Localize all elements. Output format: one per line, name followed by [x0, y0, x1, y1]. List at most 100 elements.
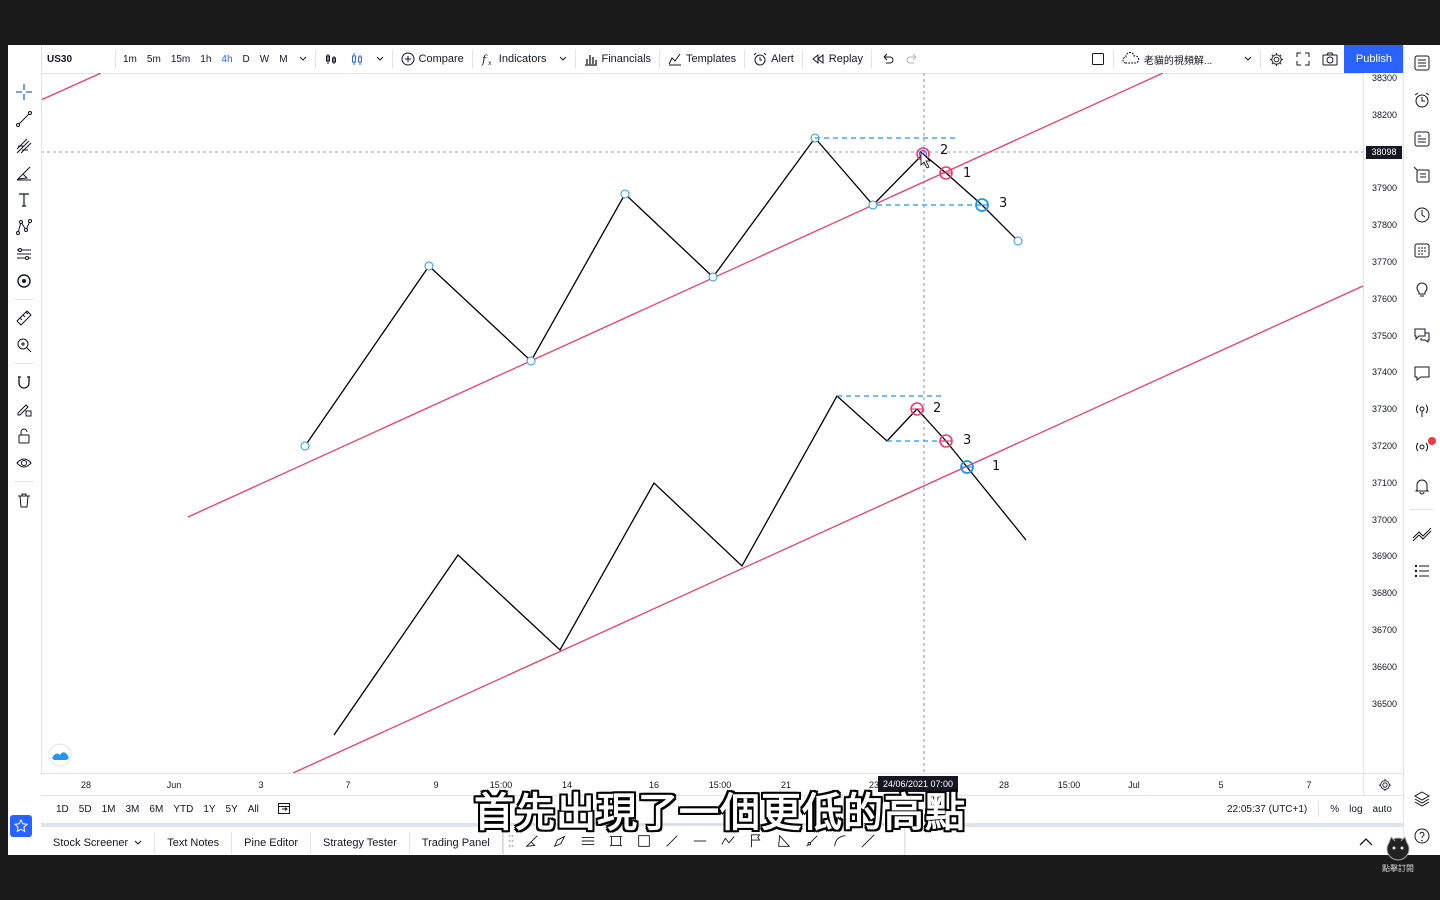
parallel-channel-quick-tool[interactable] [574, 827, 602, 855]
trendline-top-left[interactable] [41, 73, 102, 101]
save-layout-button[interactable]: 老貓的視頻解... [1116, 45, 1238, 73]
range-ytd[interactable]: YTD [173, 803, 194, 815]
bar-style-icon[interactable] [318, 45, 344, 73]
range-5y[interactable]: 5Y [225, 803, 238, 815]
interval-m[interactable]: M [279, 53, 288, 65]
clock-timezone[interactable]: 22:05:37 (UTC+1) [1226, 803, 1308, 815]
interval-w[interactable]: W [259, 53, 270, 65]
zoom-tool[interactable] [13, 334, 35, 356]
rectangle-quick-tool[interactable] [630, 827, 658, 855]
zigzag-upper[interactable] [304, 136, 1019, 447]
pattern-tool[interactable] [13, 216, 35, 238]
settings-button[interactable] [1263, 45, 1290, 73]
interval-15m[interactable]: 15m [170, 53, 191, 65]
triangle-quick-tool[interactable] [770, 827, 798, 855]
range-5d[interactable]: 5D [78, 803, 92, 815]
hide-drawings-tool[interactable] [13, 452, 35, 474]
news-button[interactable] [1410, 238, 1434, 262]
notifications-button[interactable] [1410, 474, 1434, 498]
interval-d[interactable]: D [242, 53, 250, 65]
price-axis[interactable]: 3830038200380003790037800377003760037500… [1363, 73, 1405, 773]
alert-button[interactable]: Alert [747, 45, 800, 73]
horizontal-line-quick-tool[interactable] [686, 827, 714, 855]
marker-lower-3[interactable]: 3 [939, 433, 971, 448]
percent-scale-toggle[interactable]: % [1330, 803, 1340, 815]
snapshot-button[interactable] [1316, 45, 1344, 73]
text-tool[interactable] [13, 189, 35, 211]
brush-quick-tool[interactable] [518, 827, 546, 855]
crosshair-tool[interactable] [13, 81, 35, 103]
range-1y[interactable]: 1Y [203, 803, 216, 815]
symbol-search[interactable]: US30 [47, 53, 73, 65]
highlighter-quick-tool[interactable] [546, 827, 574, 855]
redo-button[interactable] [900, 45, 926, 73]
range-3m[interactable]: 3M [125, 803, 140, 815]
time-axis[interactable]: 28 Jun 3 7 9 15:00 14 16 15:00 21 23 28 15:00 Jul 5 7 24… [41, 773, 1363, 796]
marker-lower-2[interactable]: 2 [910, 401, 941, 416]
range-1m[interactable]: 1M [101, 803, 116, 815]
icons-tool[interactable] [13, 270, 35, 292]
chats-button[interactable] [1410, 323, 1434, 347]
arc-quick-tool[interactable] [826, 827, 854, 855]
replay-button[interactable]: Replay [805, 45, 869, 73]
tab-text-notes[interactable]: Text Notes [155, 832, 233, 854]
tab-strategy-tester[interactable]: Strategy Tester [311, 832, 410, 854]
prediction-tool[interactable] [13, 243, 35, 265]
remove-drawings-tool[interactable] [13, 489, 35, 511]
compare-button[interactable]: Compare [395, 45, 470, 73]
indicators-dropdown-icon[interactable] [553, 45, 573, 73]
go-to-date-button[interactable] [272, 801, 296, 818]
templates-button[interactable]: Templates [662, 45, 742, 73]
marker-upper-1[interactable]: 1 [939, 166, 971, 181]
financials-button[interactable]: Financials [578, 45, 658, 73]
range-6m[interactable]: 6M [149, 803, 164, 815]
range-all[interactable]: All [247, 803, 259, 815]
zigzag-upper-anchors[interactable] [300, 133, 1023, 451]
chart-settings-corner[interactable] [1363, 773, 1405, 796]
alerts-button[interactable] [1410, 88, 1434, 112]
layout-dropdown-icon[interactable] [1238, 45, 1258, 73]
range-quick-tool[interactable] [602, 827, 630, 855]
marker-upper-3[interactable]: 3 [975, 196, 1007, 212]
log-scale-toggle[interactable]: log [1349, 803, 1363, 815]
range-1d[interactable]: 1D [56, 803, 69, 815]
candle-style-icon[interactable] [344, 45, 370, 73]
measure-tool[interactable] [13, 307, 35, 329]
tab-pine-editor[interactable]: Pine Editor [232, 832, 311, 854]
object-tree-button[interactable] [1410, 522, 1434, 546]
trendline-lower-channel[interactable] [292, 285, 1363, 773]
watchlist-button[interactable] [1410, 51, 1434, 75]
ray-quick-tool[interactable] [798, 827, 826, 855]
tab-stock-screener[interactable]: Stock Screener [41, 832, 156, 854]
stay-in-drawing-mode-tool[interactable] [13, 398, 35, 420]
publish-button[interactable]: Publish [1343, 45, 1404, 73]
chart-type-dropdown-icon[interactable] [370, 45, 390, 73]
fib-tool[interactable] [13, 135, 35, 157]
magnet-tool[interactable] [13, 371, 35, 393]
brush-tool[interactable] [13, 162, 35, 184]
path-quick-tool[interactable] [714, 827, 742, 855]
streams-button[interactable] [1410, 398, 1434, 422]
subscribe-watermark[interactable]: 點擊訂閱 [1376, 835, 1420, 875]
fullscreen-button[interactable] [1290, 45, 1316, 73]
extended-line-quick-tool[interactable] [854, 827, 882, 855]
calendar-button[interactable] [1410, 203, 1434, 227]
tab-trading-panel[interactable]: Trading Panel [410, 832, 503, 854]
live-streams-button[interactable] [1410, 435, 1436, 459]
interval-1m[interactable]: 1m [123, 53, 137, 65]
interval-5m[interactable]: 5m [146, 53, 161, 65]
layers-button[interactable] [1410, 787, 1434, 811]
tradingview-logo-icon[interactable] [48, 743, 72, 767]
hotlists-button[interactable] [1410, 163, 1434, 187]
interval-dropdown-icon[interactable] [293, 45, 313, 73]
trendline-tool[interactable] [13, 108, 35, 130]
auto-scale-toggle[interactable]: auto [1372, 803, 1392, 815]
layout-select-button[interactable] [1085, 45, 1111, 73]
ideas-button[interactable] [1410, 277, 1434, 301]
drag-handle-icon[interactable] [504, 827, 518, 855]
favorites-button[interactable] [10, 815, 32, 837]
chart-canvas[interactable]: 2 1 3 2 3 1 [41, 73, 1363, 773]
zigzag-lower[interactable] [333, 394, 1027, 736]
trendline-upper-channel[interactable] [187, 73, 1164, 518]
